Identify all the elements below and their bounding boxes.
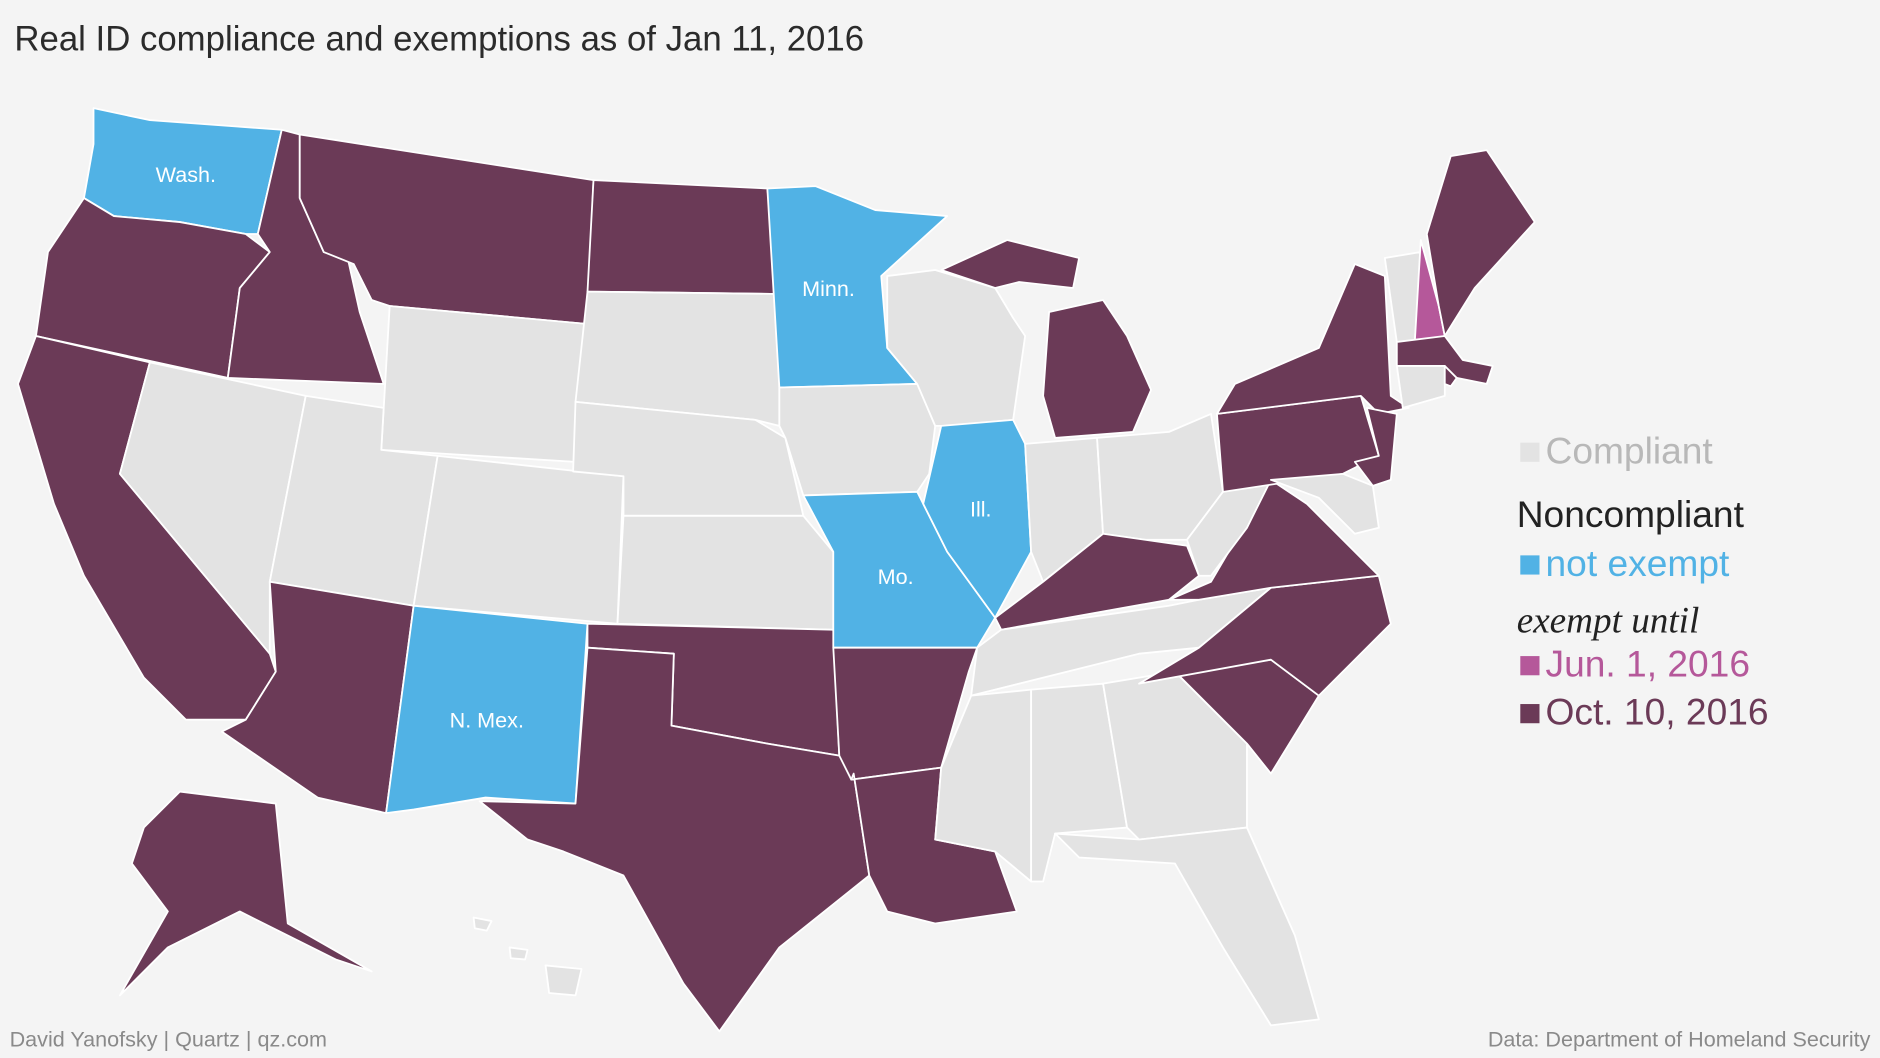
legend-swatch xyxy=(1520,555,1540,575)
state xyxy=(922,418,1033,619)
legend-label: Jun. 1, 2016 xyxy=(1545,643,1750,685)
state-label: Wash. xyxy=(156,162,216,187)
state xyxy=(1443,365,1458,388)
state xyxy=(586,179,781,295)
legend-swatch xyxy=(1520,656,1540,676)
credit: David Yanofsky | Quartz | qz.com xyxy=(10,1027,327,1052)
state-label: Ill. xyxy=(970,497,992,522)
state-label: Mo. xyxy=(878,564,914,589)
state xyxy=(1270,472,1380,535)
legend-label: not exempt xyxy=(1545,542,1729,584)
legend-heading: Noncompliant xyxy=(1517,493,1745,535)
state xyxy=(478,646,871,1033)
states xyxy=(17,107,1536,1033)
legend-label: Oct. 10, 2016 xyxy=(1545,691,1768,733)
state xyxy=(994,532,1200,631)
state-label: N. Mex. xyxy=(450,708,524,733)
state xyxy=(1054,826,1320,1027)
state xyxy=(1395,365,1446,409)
state xyxy=(412,454,625,625)
state xyxy=(544,964,583,997)
state xyxy=(778,383,937,497)
title: Real ID compliance and exemptions as of … xyxy=(14,21,864,59)
state xyxy=(1425,149,1536,337)
state xyxy=(380,305,589,463)
source: Data: Department of Homeland Security xyxy=(1488,1027,1871,1052)
state xyxy=(940,239,1080,289)
state xyxy=(574,290,781,427)
state xyxy=(1168,478,1380,601)
legend-label: Compliant xyxy=(1545,429,1713,471)
state-labels: Wash. Minn. Ill. Mo. N. Mex. xyxy=(156,162,992,733)
legend-subheading: exempt until xyxy=(1517,600,1700,641)
state xyxy=(616,514,835,631)
legend: Compliant Noncompliant not exempt exempt… xyxy=(1517,429,1769,732)
state xyxy=(1042,299,1152,439)
state xyxy=(472,916,493,932)
state-label: Minn. xyxy=(802,276,855,301)
state xyxy=(118,790,373,997)
legend-swatch xyxy=(1520,704,1540,724)
legend-swatch xyxy=(1520,442,1540,462)
state xyxy=(1216,263,1410,415)
state xyxy=(802,490,997,649)
state xyxy=(508,946,529,961)
state xyxy=(118,361,307,655)
